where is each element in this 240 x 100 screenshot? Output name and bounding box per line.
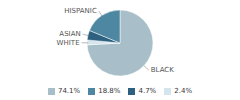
svg-text:ASIAN: ASIAN (59, 30, 80, 38)
html-text:2.4%: 2.4% (174, 87, 192, 95)
html-text:4.7%: 4.7% (138, 87, 157, 95)
html-text:74.1%: 74.1% (58, 87, 81, 95)
html-text:18.8%: 18.8% (98, 87, 121, 95)
svg-text:BLACK: BLACK (151, 66, 174, 74)
svg-text:HISPANIC: HISPANIC (64, 7, 97, 15)
svg-text:WHITE: WHITE (57, 39, 80, 47)
